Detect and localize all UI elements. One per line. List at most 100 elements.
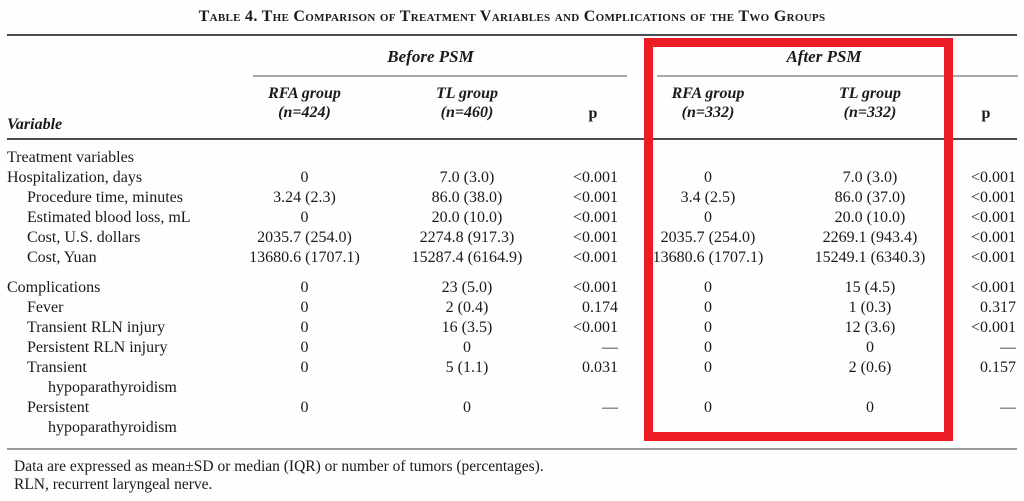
row-label: Estimated blood loss, mL (27, 209, 191, 226)
cell-before-tl: 15287.4 (6164.9) (411, 249, 523, 266)
cell-before-rfa: 0 (300, 339, 309, 356)
row-label: Procedure time, minutes (27, 189, 183, 206)
cell-after-tl: 0 (866, 339, 874, 356)
cell-before-tl: 0 (463, 339, 471, 356)
column-header-before-p: p (588, 105, 598, 122)
cell-after-p: <0.001 (970, 189, 1016, 206)
table-row: Transient RLN injury 0 16 (3.5) <0.001 0… (0, 318, 1024, 338)
cell-before-rfa: 13680.6 (1707.1) (249, 249, 360, 266)
cell-before-p: 0.174 (582, 299, 618, 316)
row-label-cell: Estimated blood loss, mL (0, 208, 237, 228)
row-label: Cost, U.S. dollars (27, 229, 141, 246)
cell-after-tl: 0 (866, 399, 874, 416)
cell-before-p: <0.001 (572, 169, 618, 186)
cell-before-p: — (602, 399, 618, 416)
cell-after-rfa: 0 (704, 299, 712, 316)
row-label: Transient RLN injury (27, 319, 166, 336)
row-label-cell: Procedure time, minutes (0, 188, 237, 208)
cell-after-tl: 15 (4.5) (844, 279, 896, 296)
group-header-before-psm: Before PSM (387, 47, 474, 66)
cell-after-p: <0.001 (970, 279, 1016, 296)
cell-before-rfa: 0 (300, 359, 309, 376)
row-label-cell: Transient hypoparathyroidism (0, 358, 237, 398)
cell-before-tl: 16 (3.5) (441, 319, 493, 336)
column-header-before-rfa-label: RFA group (268, 85, 341, 102)
table-rule-top (7, 34, 1017, 36)
row-label: Treatment variables (7, 149, 134, 166)
cell-after-p: <0.001 (970, 319, 1016, 336)
table-row: Procedure time, minutes 3.24 (2.3) 86.0 … (0, 188, 1024, 208)
table-body: Treatment variables Hospitalization, day… (0, 148, 1024, 438)
row-label-line2: hypoparathyroidism (48, 379, 177, 396)
column-header-before-tl-label: TL group (435, 85, 499, 102)
column-header-after-rfa-label: RFA group (671, 85, 745, 102)
cell-after-p: <0.001 (970, 229, 1016, 246)
table-row: Treatment variables (0, 148, 1024, 168)
cell-before-rfa: 0 (300, 399, 309, 416)
cell-before-rfa: 0 (300, 209, 309, 226)
cell-before-rfa: 0 (300, 169, 309, 186)
cell-after-p: 0.317 (980, 299, 1016, 316)
cell-after-rfa: 0 (704, 339, 712, 356)
cell-after-p: — (1000, 339, 1016, 356)
row-label-cell: Hospitalization, days (0, 168, 237, 188)
table-row: Complications 0 23 (5.0) <0.001 0 15 (4.… (0, 278, 1024, 298)
column-header-after-p: p (981, 105, 991, 122)
table-row: Estimated blood loss, mL 0 20.0 (10.0) <… (0, 208, 1024, 228)
footnote-rln-abbreviation: RLN, recurrent laryngeal nerve. (14, 476, 213, 493)
row-label-cell: Complications (0, 278, 237, 298)
table-rule-bottom (7, 448, 1017, 450)
cell-after-rfa: 0 (704, 169, 712, 186)
cell-before-tl: 23 (5.0) (441, 279, 493, 296)
cell-before-tl: 5 (1.1) (445, 359, 489, 376)
cell-after-p: <0.001 (970, 169, 1016, 186)
cell-after-tl: 1 (0.3) (848, 299, 892, 316)
column-header-after-tl-n: (n=332) (843, 104, 897, 121)
cell-before-tl: 0 (463, 399, 471, 416)
cell-before-p: <0.001 (572, 229, 618, 246)
column-header-before-rfa: RFA group (n=424) (237, 84, 372, 122)
row-label: Persistent (27, 399, 90, 416)
table-row: Fever 0 2 (0.4) 0.174 0 1 (0.3) 0.317 (0, 298, 1024, 318)
row-label: Cost, Yuan (27, 249, 97, 266)
table-caption: Table 4. The Comparison of Treatment Var… (198, 8, 826, 25)
cell-before-p: <0.001 (572, 279, 618, 296)
column-header-before-rfa-n: (n=424) (278, 104, 331, 121)
cell-after-tl: 2 (0.6) (848, 359, 892, 376)
footnote-data-expression: Data are expressed as mean±SD or median … (14, 458, 544, 475)
cell-after-tl: 20.0 (10.0) (834, 209, 906, 226)
row-label: Persistent RLN injury (27, 339, 168, 356)
cell-before-p: <0.001 (572, 319, 618, 336)
column-header-after-rfa-n: (n=332) (681, 104, 735, 121)
before-psm-underline (253, 75, 627, 77)
cell-before-p: <0.001 (572, 209, 618, 226)
cell-before-rfa: 0 (300, 279, 309, 296)
cell-after-rfa: 3.4 (2.5) (680, 189, 736, 206)
row-label-cell: Persistent RLN injury (0, 338, 237, 358)
cell-after-p: 0.157 (980, 359, 1016, 376)
row-label-cell: Persistent hypoparathyroidism (0, 398, 237, 438)
table-row: Persistent hypoparathyroidism 0 0 — 0 0 … (0, 398, 1024, 438)
cell-after-rfa: 2035.7 (254.0) (660, 229, 756, 246)
table-footnotes: Data are expressed as mean±SD or median … (14, 458, 1014, 494)
row-label-cell: Fever (0, 298, 237, 318)
cell-before-rfa: 0 (300, 299, 309, 316)
row-label-line2: hypoparathyroidism (48, 419, 177, 436)
group-header-after-psm: After PSM (786, 47, 862, 66)
after-psm-underline (657, 75, 1018, 77)
table-row: Cost, Yuan 13680.6 (1707.1) 15287.4 (616… (0, 248, 1024, 268)
cell-before-rfa: 3.24 (2.3) (273, 189, 336, 206)
table-row: Cost, U.S. dollars 2035.7 (254.0) 2274.8… (0, 228, 1024, 248)
table-rule-header-bottom (7, 138, 1017, 140)
cell-after-p: <0.001 (970, 209, 1016, 226)
table-row: Transient hypoparathyroidism 0 5 (1.1) 0… (0, 358, 1024, 398)
cell-before-tl: 86.0 (38.0) (431, 189, 503, 206)
table-row: Hospitalization, days 0 7.0 (3.0) <0.001… (0, 168, 1024, 188)
cell-after-rfa: 13680.6 (1707.1) (652, 249, 764, 266)
cell-after-p: — (1000, 399, 1016, 416)
cell-after-rfa: 0 (704, 319, 712, 336)
row-label: Hospitalization, days (7, 169, 143, 186)
row-label: Fever (27, 299, 64, 316)
cell-before-p: <0.001 (572, 189, 618, 206)
